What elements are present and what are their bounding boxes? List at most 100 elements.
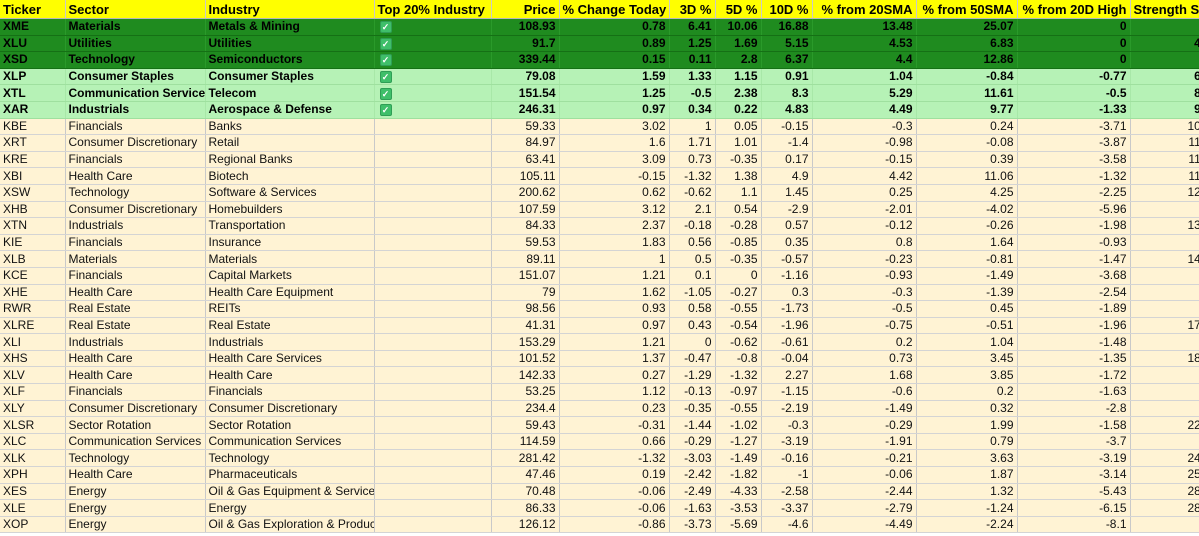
checked-checkbox-icon[interactable]: ✓ bbox=[379, 70, 392, 83]
cell-top20[interactable] bbox=[374, 466, 492, 484]
table-row[interactable]: XHB Consumer Discretionary Homebuilders 107… bbox=[0, 201, 1199, 219]
col-header-top20[interactable]: Top 20% Industry bbox=[374, 0, 492, 19]
table-row[interactable]: XLU Utilities Utilities ✓ 91.7 0.89 1.25 1.69 5.… bbox=[0, 35, 1199, 53]
cell-from-20sma: 0.2 bbox=[812, 333, 917, 351]
cell-top20[interactable] bbox=[374, 366, 492, 385]
table-row[interactable]: XLF Financials Financials 53.25 1.12 -0.13 -0.… bbox=[0, 383, 1199, 401]
table-row[interactable]: XLP Consumer Staples Consumer Staples ✓ 79.0… bbox=[0, 68, 1199, 86]
table-row[interactable]: XES Energy Oil & Gas Equipment & Services 7… bbox=[0, 483, 1199, 501]
cell-from-20sma: -0.98 bbox=[812, 134, 917, 152]
cell-top20[interactable]: ✓ bbox=[374, 101, 492, 119]
cell-top20[interactable] bbox=[374, 499, 492, 517]
cell-top20[interactable] bbox=[374, 167, 492, 185]
cell-top20[interactable] bbox=[374, 284, 492, 302]
checked-checkbox-icon[interactable]: ✓ bbox=[379, 104, 392, 117]
cell-top20[interactable] bbox=[374, 250, 492, 268]
table-row[interactable]: XHS Health Care Health Care Services 101.52… bbox=[0, 350, 1199, 368]
col-header-from-20sma[interactable]: % from 20SMA bbox=[812, 0, 917, 19]
col-header-change-today[interactable]: % Change Today bbox=[559, 0, 670, 19]
cell-top20[interactable] bbox=[374, 483, 492, 501]
table-row[interactable]: XTL Communication Services Telecom ✓ 151.54 1… bbox=[0, 84, 1199, 102]
cell-top20[interactable] bbox=[374, 234, 492, 252]
table-row[interactable]: XLE Energy Energy 86.33 -0.06 -1.63 -3.53 -3.37… bbox=[0, 499, 1199, 517]
col-header-3d[interactable]: 3D % bbox=[669, 0, 716, 19]
cell-change-today: -0.06 bbox=[559, 483, 670, 501]
cell-top20[interactable] bbox=[374, 118, 492, 136]
cell-top20[interactable] bbox=[374, 217, 492, 235]
table-row[interactable]: XLI Industrials Industrials 153.29 1.21 0 -0.6… bbox=[0, 333, 1199, 351]
cell-from-50sma: 1.64 bbox=[916, 234, 1018, 252]
cell-10d: 16.88 bbox=[761, 18, 813, 36]
cell-top20[interactable] bbox=[374, 516, 492, 534]
table-row[interactable]: RWR Real Estate REITs 98.56 0.93 0.58 -0.55 -1.… bbox=[0, 300, 1199, 318]
table-row[interactable]: XLB Materials Materials 89.11 1 0.5 -0.35 -0.57… bbox=[0, 250, 1199, 268]
cell-top20[interactable] bbox=[374, 333, 492, 351]
table-row[interactable]: XLY Consumer Discretionary Consumer Discre… bbox=[0, 400, 1199, 418]
table-row[interactable]: XLC Communication Services Communication S… bbox=[0, 433, 1199, 451]
cell-top20[interactable]: ✓ bbox=[374, 51, 492, 69]
cell-3d: 1.71 bbox=[669, 134, 716, 152]
cell-top20[interactable] bbox=[374, 400, 492, 418]
col-header-ticker[interactable]: Ticker bbox=[0, 0, 66, 19]
table-row[interactable]: XBI Health Care Biotech 105.11 -0.15 -1.32 1.3… bbox=[0, 167, 1199, 185]
checked-checkbox-icon[interactable]: ✓ bbox=[379, 37, 392, 50]
cell-top20[interactable] bbox=[374, 433, 492, 451]
cell-top20[interactable] bbox=[374, 449, 492, 468]
cell-top20[interactable] bbox=[374, 317, 492, 335]
col-header-from-20d-high[interactable]: % from 20D High bbox=[1017, 0, 1131, 19]
checked-checkbox-icon[interactable]: ✓ bbox=[379, 54, 392, 67]
table-row[interactable]: XTN Industrials Transportation 84.33 2.37 -0.… bbox=[0, 217, 1199, 235]
table-row[interactable]: XLSR Sector Rotation Sector Rotation 59.43-… bbox=[0, 416, 1199, 434]
table-row[interactable]: XPH Health Care Pharmaceuticals 47.46 0.19 -2… bbox=[0, 466, 1199, 484]
col-header-10d[interactable]: 10D % bbox=[761, 0, 813, 19]
cell-top20[interactable] bbox=[374, 350, 492, 368]
cell-top20[interactable]: ✓ bbox=[374, 84, 492, 102]
cell-from-20sma: 4.53 bbox=[812, 35, 917, 53]
cell-industry: Industrials bbox=[205, 333, 375, 351]
table-row[interactable]: XSD Technology Semiconductors ✓ 339.44 0.15 0.… bbox=[0, 51, 1199, 69]
cell-price: 234.4 bbox=[491, 400, 560, 418]
cell-top20[interactable] bbox=[374, 300, 492, 318]
cell-10d: -0.04 bbox=[761, 350, 813, 368]
cell-top20[interactable] bbox=[374, 383, 492, 401]
cell-top20[interactable] bbox=[374, 267, 492, 285]
cell-from-50sma: -1.49 bbox=[916, 267, 1018, 285]
table-row[interactable]: XME Materials Metals & Mining ✓ 108.93 0.78 6.… bbox=[0, 18, 1199, 36]
cell-3d: 0.58 bbox=[669, 300, 716, 318]
table-row[interactable]: XAR Industrials Aerospace & Defense ✓ 246.31… bbox=[0, 101, 1199, 119]
table-row[interactable]: XLV Health Care Health Care 142.33 0.27 -1.29… bbox=[0, 366, 1199, 385]
cell-top20[interactable]: ✓ bbox=[374, 68, 492, 86]
cell-top20[interactable] bbox=[374, 184, 492, 202]
col-header-sector[interactable]: Sector bbox=[65, 0, 206, 19]
table-row[interactable]: XHE Health Care Health Care Equipment 79 1.6… bbox=[0, 284, 1199, 302]
checked-checkbox-icon[interactable]: ✓ bbox=[379, 87, 392, 100]
cell-strength-score: 16 bbox=[1130, 267, 1199, 285]
cell-5d: -0.97 bbox=[715, 383, 762, 401]
checked-checkbox-icon[interactable]: ✓ bbox=[379, 21, 392, 34]
col-header-from-50sma[interactable]: % from 50SMA bbox=[916, 0, 1018, 19]
table-row[interactable]: XLK Technology Technology 281.42 -1.32 -3.03-… bbox=[0, 449, 1199, 468]
table-row[interactable]: XLRE Real Estate Real Estate 41.31 0.97 0.43-… bbox=[0, 317, 1199, 335]
table-row[interactable]: KRE Financials Regional Banks 63.41 3.09 0.73… bbox=[0, 151, 1199, 169]
cell-from-20sma: -0.23 bbox=[812, 250, 917, 268]
col-header-price[interactable]: Price bbox=[491, 0, 560, 19]
col-header-strength-score[interactable]: Strength Score bbox=[1130, 0, 1199, 19]
col-header-industry[interactable]: Industry bbox=[205, 0, 375, 19]
cell-ticker: XSD bbox=[0, 51, 66, 69]
table-row[interactable]: XSW Technology Software & Services 200.62 0.… bbox=[0, 184, 1199, 202]
table-row[interactable]: KIE Financials Insurance 59.53 1.83 0.56 -0.85… bbox=[0, 234, 1199, 252]
cell-top20[interactable] bbox=[374, 416, 492, 434]
cell-top20[interactable]: ✓ bbox=[374, 35, 492, 53]
col-header-5d[interactable]: 5D % bbox=[715, 0, 762, 19]
cell-top20[interactable] bbox=[374, 134, 492, 152]
table-row[interactable]: KCE Financials Capital Markets 151.07 1.21 0.… bbox=[0, 267, 1199, 285]
table-row[interactable]: KBE Financials Banks 59.33 3.02 1 0.05 -0.15 -0.… bbox=[0, 118, 1199, 136]
table-row[interactable]: XRT Consumer Discretionary Retail 84.97 1.6 1… bbox=[0, 134, 1199, 152]
cell-from-20sma: 0.73 bbox=[812, 350, 917, 368]
cell-top20[interactable] bbox=[374, 201, 492, 219]
cell-top20[interactable] bbox=[374, 151, 492, 169]
cell-strength-score: 19 bbox=[1130, 366, 1199, 385]
cell-top20[interactable]: ✓ bbox=[374, 18, 492, 36]
cell-change-today: 0.66 bbox=[559, 433, 670, 451]
